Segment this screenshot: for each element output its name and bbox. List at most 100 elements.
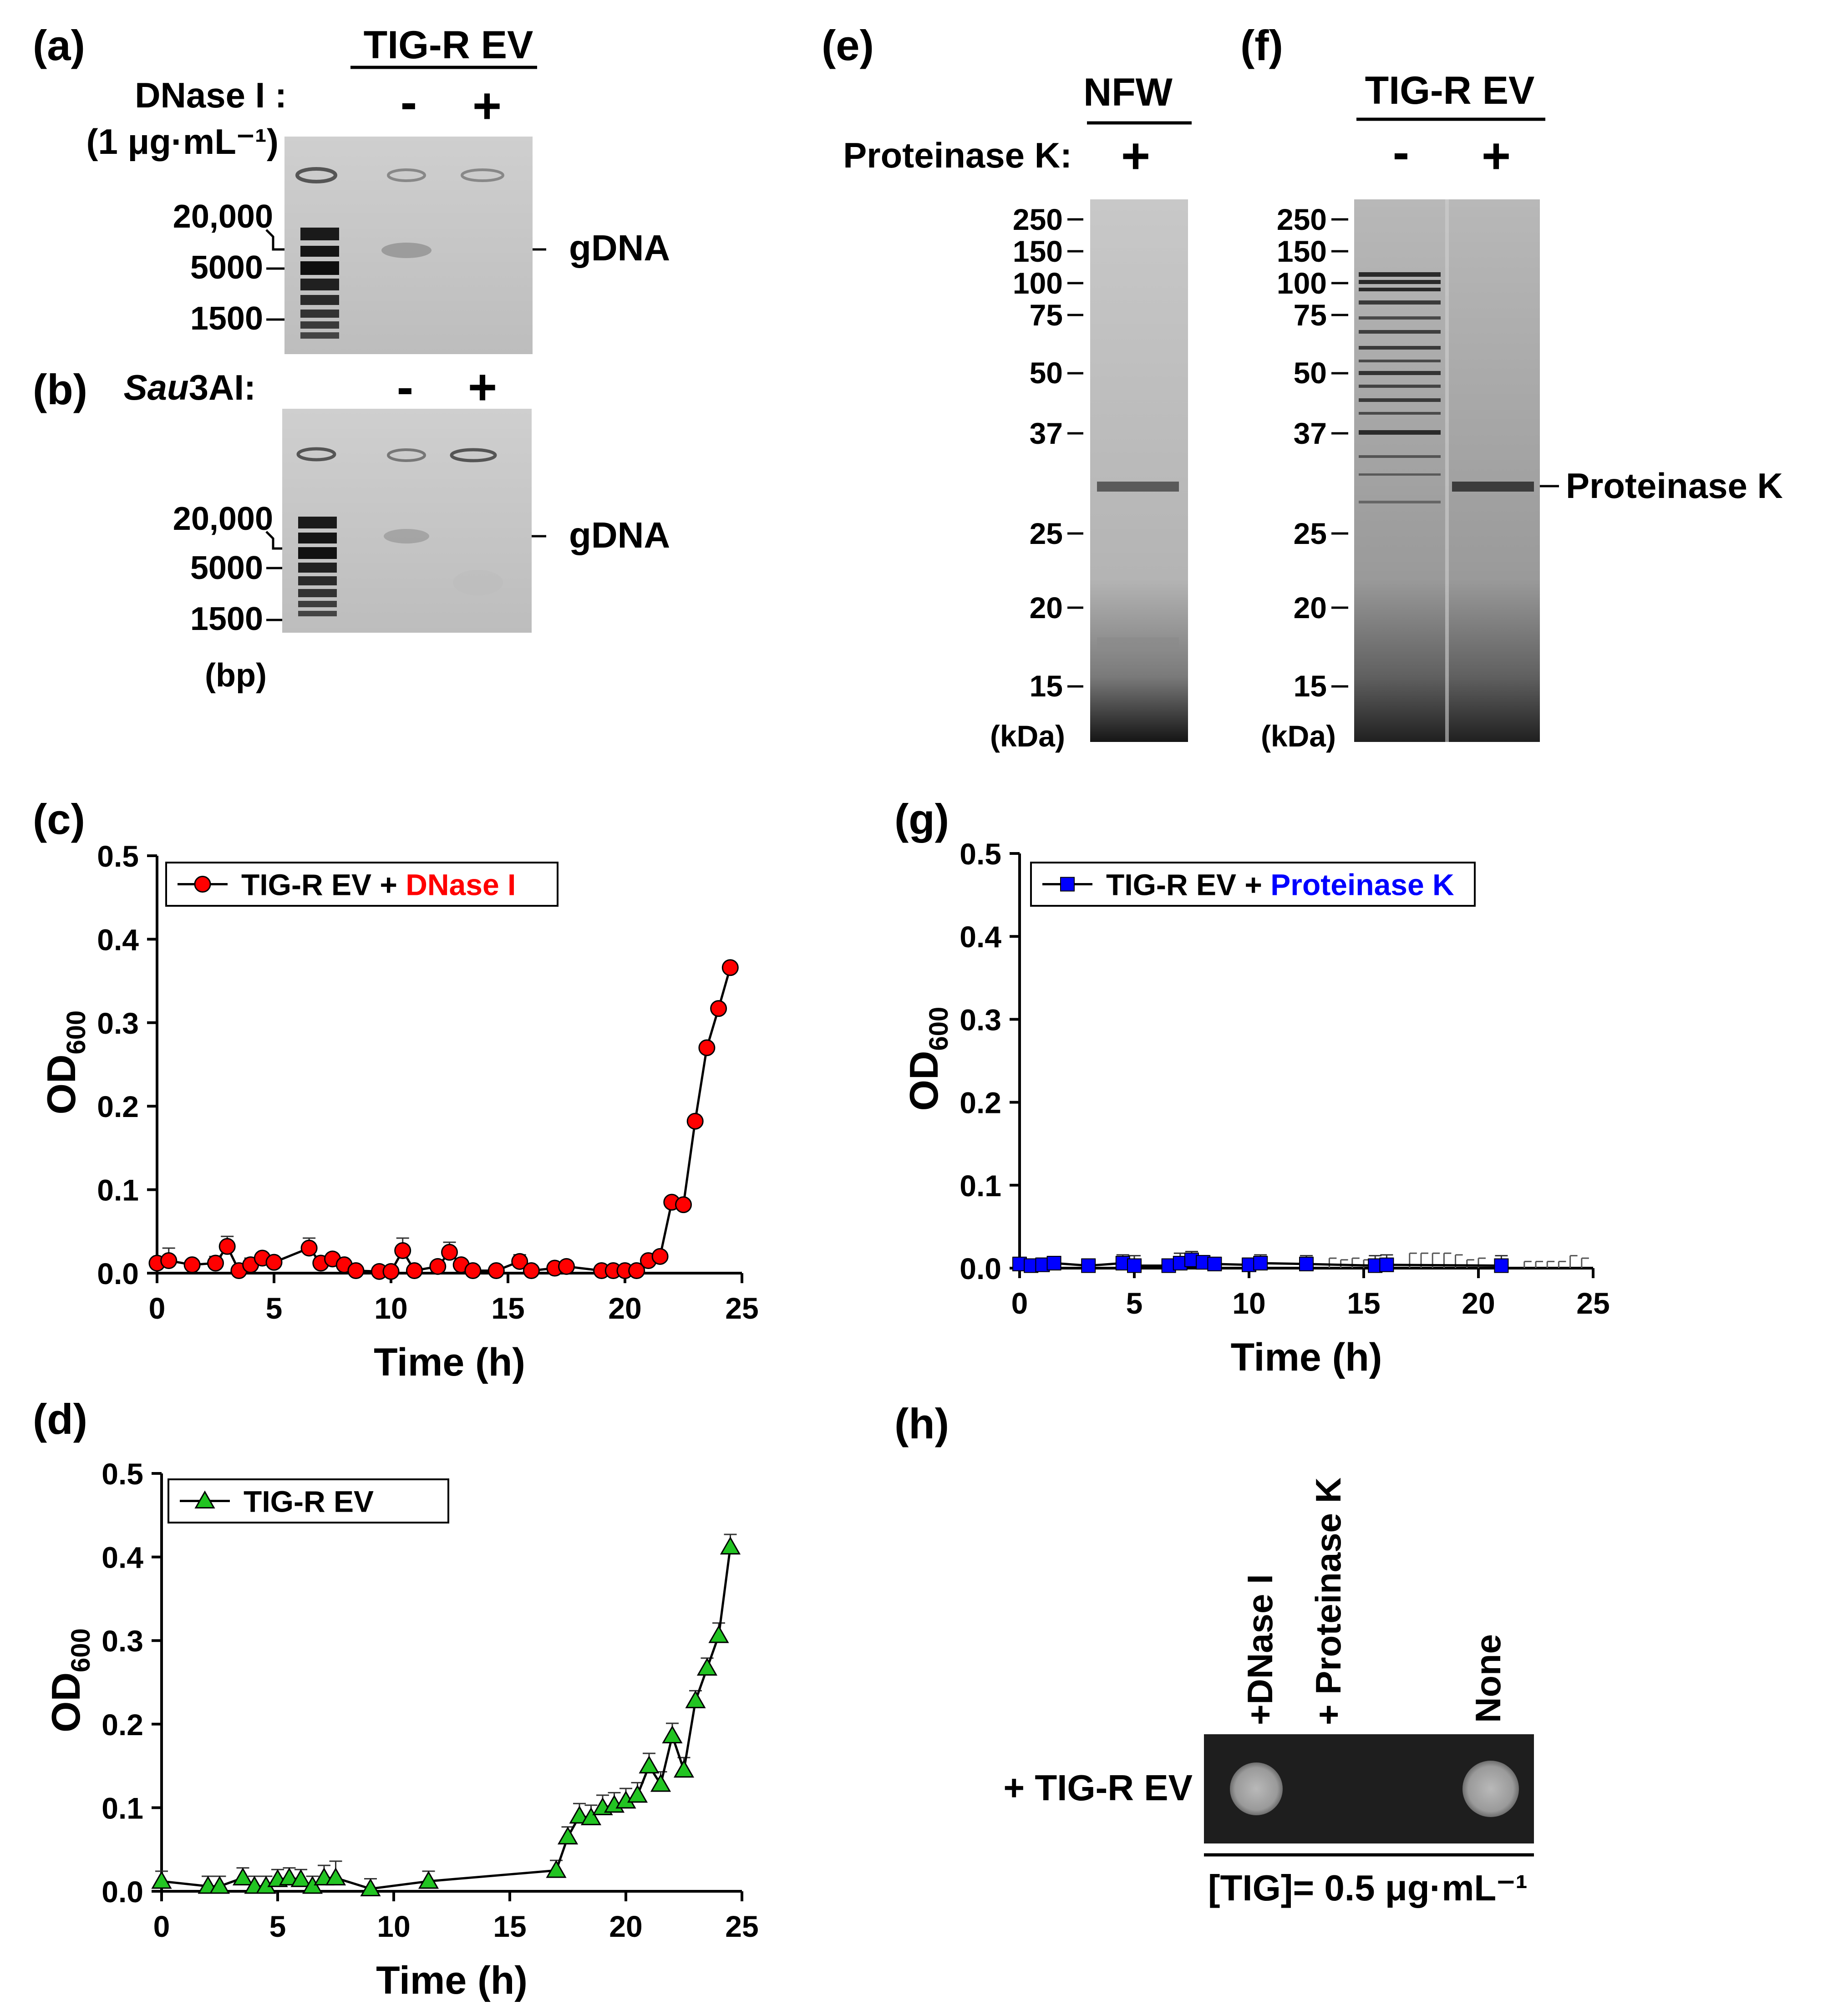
panel-e-marker: 37 xyxy=(1030,416,1063,450)
x-tick-label: 5 xyxy=(266,1291,283,1325)
data-point xyxy=(1046,1256,1061,1271)
data-point xyxy=(290,1869,311,1887)
x-tick-label: 15 xyxy=(491,1291,524,1325)
x-tick-label: 15 xyxy=(1347,1286,1380,1320)
panel-h-footer: [TIG]= 0.5 μg·mL⁻¹ xyxy=(1208,1868,1528,1908)
chart-d: (d) 0.0 0.1 0.2 0.3 0.4 0.5 0 5 10 15 20 25 Time (h) O… xyxy=(33,1395,759,2002)
data-point xyxy=(279,1867,300,1886)
x-tick-label: 0 xyxy=(153,1909,170,1943)
x-tick-label: 20 xyxy=(1462,1286,1495,1320)
y-axis-label: OD600 xyxy=(901,1007,954,1111)
panel-f-minus-lane-bands xyxy=(1359,272,1441,503)
data-point xyxy=(720,1536,741,1555)
data-point xyxy=(406,1262,423,1279)
panel-e-gel xyxy=(1090,199,1188,742)
data-point xyxy=(627,1784,648,1803)
data-point xyxy=(685,1690,706,1708)
data-point xyxy=(1127,1258,1142,1273)
panel-h-colony-dnase xyxy=(1230,1762,1283,1815)
data-point xyxy=(441,1244,458,1261)
x-tick-label: 10 xyxy=(1232,1286,1265,1320)
data-point xyxy=(721,959,739,976)
data-point xyxy=(418,1870,439,1889)
data-point xyxy=(511,1253,528,1270)
y-tick-label: 0.2 xyxy=(97,1090,139,1123)
y-axis-label-main: OD xyxy=(901,1051,946,1111)
y-tick-label: 0.1 xyxy=(102,1791,143,1825)
panel-f-marker: 25 xyxy=(1294,517,1327,550)
panel-a-band-label: gDNA xyxy=(569,228,670,268)
panel-f-plus: + xyxy=(1482,128,1511,184)
panel-a-ladder xyxy=(300,228,339,339)
data-point xyxy=(360,1878,381,1896)
y-axis-label-main: OD xyxy=(39,1055,84,1115)
panel-b-marker-tick xyxy=(265,531,282,550)
data-point xyxy=(523,1262,540,1279)
x-tick-label: 25 xyxy=(725,1909,758,1943)
y-axis-label: OD600 xyxy=(43,1628,96,1732)
data-point xyxy=(194,1490,215,1508)
legend-label-highlight: Proteinase K xyxy=(1270,868,1454,902)
panel-f-gel xyxy=(1354,199,1540,742)
data-point xyxy=(325,1867,346,1886)
panel-b-plus: + xyxy=(468,359,497,415)
legend-label-prefix: TIG-R EV + xyxy=(1106,868,1270,902)
data-point xyxy=(673,1759,695,1778)
panel-b-gdna-band xyxy=(384,529,429,543)
panel-h-column-proteinase: + Proteinase K xyxy=(1308,1478,1348,1725)
y-tick-label: 0.3 xyxy=(97,1006,139,1040)
panel-e-proteinase-band xyxy=(1097,482,1179,492)
panel-f-proteinase-band xyxy=(1452,482,1534,492)
legend-label-prefix: TIG-R EV xyxy=(244,1485,374,1518)
data-point xyxy=(628,1262,645,1279)
data-point xyxy=(546,1860,567,1878)
x-tick-label: 0 xyxy=(1011,1286,1028,1320)
x-tick-label: 5 xyxy=(1126,1286,1143,1320)
data-point xyxy=(639,1755,660,1774)
data-point xyxy=(209,1875,230,1894)
panel-h-colony-none xyxy=(1462,1761,1519,1817)
chart-g: (g) 0.0 0.1 0.2 0.3 0.4 0.5 0 5 10 15 20 25 Time (h) O… xyxy=(894,795,1610,1379)
data-point xyxy=(487,1262,505,1279)
data-point xyxy=(194,876,211,893)
panel-b-letter: (b) xyxy=(33,366,87,413)
chart-c: (c) 0.0 0.1 0.2 0.3 0.4 0.5 0 5 10 15 20 25 Time (h) O… xyxy=(33,795,759,1384)
data-point xyxy=(207,1254,224,1272)
data-point xyxy=(232,1867,254,1886)
panel-e-marker: 100 xyxy=(1013,266,1063,300)
x-tick-label: 0 xyxy=(149,1291,166,1325)
panel-b-well xyxy=(296,447,336,462)
data-point xyxy=(160,1252,178,1269)
series-line xyxy=(157,967,731,1273)
panel-a-treatment-line2: (1 μg·mL⁻¹) xyxy=(86,122,279,162)
panel-e-marker: 75 xyxy=(1030,298,1063,332)
panel-h-letter: (h) xyxy=(894,1400,949,1447)
x-tick-label: 25 xyxy=(1576,1286,1610,1320)
panel-a-minus: - xyxy=(401,74,417,130)
y-axis-label-sub: 600 xyxy=(924,1007,954,1051)
x-tick-label: 20 xyxy=(609,1909,642,1943)
x-tick-label: 10 xyxy=(374,1291,407,1325)
data-point xyxy=(698,1039,716,1056)
panel-e-unit: (kDa) xyxy=(990,719,1065,753)
panel-a-marker-1500: 1500 xyxy=(190,300,263,337)
data-point xyxy=(464,1262,482,1279)
panel-a-title: TIG-R EV xyxy=(364,23,533,67)
y-tick-label: 0.0 xyxy=(97,1257,139,1290)
y-tick-label: 0.0 xyxy=(102,1875,143,1909)
data-point xyxy=(710,1000,727,1017)
panel-a-well xyxy=(295,167,337,183)
y-axis-label-sub: 600 xyxy=(61,1011,91,1055)
data-point xyxy=(347,1262,365,1279)
panel-f-marker: 150 xyxy=(1277,234,1327,268)
legend-label: TIG-R EV + DNase I xyxy=(241,868,516,902)
legend-box xyxy=(1030,862,1476,907)
data-point xyxy=(1060,877,1075,892)
panel-b-well xyxy=(387,448,426,462)
data-point xyxy=(708,1625,729,1643)
x-tick-label: 20 xyxy=(608,1291,641,1325)
panel-h-row-label: + TIG-R EV xyxy=(1003,1767,1193,1808)
x-tick-label: 5 xyxy=(269,1909,286,1943)
y-tick-label: 0.4 xyxy=(97,923,139,956)
series-line xyxy=(161,1547,731,1890)
